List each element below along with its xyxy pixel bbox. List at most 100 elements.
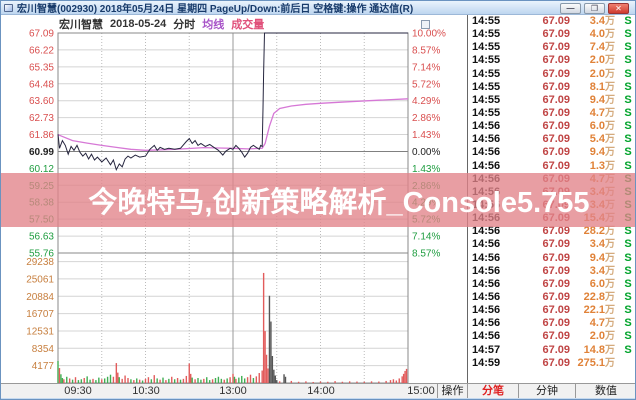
tick-volume: 3.4 bbox=[589, 15, 605, 28]
tick-price: 67.09 bbox=[542, 277, 570, 290]
tick-time: 14:56 bbox=[472, 251, 501, 264]
tick-volume: 28.2 bbox=[583, 225, 605, 238]
tick-volume: 7.4 bbox=[589, 41, 605, 54]
tick-volume: 2.0 bbox=[589, 67, 605, 80]
chart-date: 2018-05-24 bbox=[110, 17, 167, 30]
ticker-row[interactable]: 14:56 67.09 6.0 万 S bbox=[468, 277, 635, 291]
svg-text:25061: 25061 bbox=[26, 274, 54, 285]
tick-volume: 2.0 bbox=[589, 54, 605, 67]
minimize-button[interactable]: — bbox=[560, 3, 581, 14]
tick-price: 67.09 bbox=[542, 41, 570, 54]
ticker-row[interactable]: 14:55 67.09 9.4 万 S bbox=[468, 93, 635, 107]
window-titlebar[interactable]: 宏川智慧(002930) 2018年05月24日 星期四 PageUp/Down… bbox=[1, 1, 635, 15]
restore-button[interactable]: ❐ bbox=[584, 3, 605, 14]
ticker-row[interactable]: 14:59 67.09 275.1 万 bbox=[468, 356, 635, 370]
tick-volume-unit: 万 bbox=[605, 147, 615, 159]
tick-volume-unit: 万 bbox=[605, 318, 615, 330]
svg-text:7.14%: 7.14% bbox=[412, 62, 440, 73]
ticker-row[interactable]: 14:55 67.09 8.1 万 S bbox=[468, 80, 635, 94]
tick-volume-unit: 万 bbox=[605, 29, 615, 41]
tick-side-flag: S bbox=[624, 277, 632, 290]
tick-side-flag: S bbox=[624, 41, 632, 54]
chart-corner-icon[interactable] bbox=[421, 20, 430, 29]
tick-side-flag: S bbox=[624, 264, 632, 277]
ticker-row[interactable]: 14:56 67.09 9.4 万 S bbox=[468, 251, 635, 265]
ticker-row[interactable]: 14:56 67.09 6.0 万 S bbox=[468, 120, 635, 133]
tick-price: 67.09 bbox=[542, 133, 570, 146]
ticker-row[interactable]: 14:56 67.09 9.4 万 S bbox=[468, 146, 635, 159]
svg-text:66.22: 66.22 bbox=[29, 45, 54, 56]
ticker-row[interactable]: 14:56 67.09 5.4 万 S bbox=[468, 133, 635, 146]
tick-price: 67.09 bbox=[542, 146, 570, 159]
close-button[interactable]: ✕ bbox=[608, 3, 629, 14]
svg-text:4177: 4177 bbox=[32, 361, 55, 372]
tick-side-flag: S bbox=[624, 15, 632, 28]
tick-side-flag: S bbox=[624, 54, 632, 67]
ticker-row[interactable]: 14:56 67.09 28.2 万 S bbox=[468, 225, 635, 238]
tick-side-flag: S bbox=[624, 343, 632, 356]
svg-text:1.43%: 1.43% bbox=[412, 164, 440, 175]
tab-fenzhong[interactable]: 分钟 bbox=[518, 384, 575, 399]
tick-side-flag: S bbox=[624, 251, 632, 264]
ticker-row[interactable]: 14:55 67.09 7.4 万 S bbox=[468, 41, 635, 54]
tick-price: 67.09 bbox=[542, 67, 570, 80]
tick-volume-unit: 万 bbox=[605, 81, 615, 93]
tick-price: 67.09 bbox=[542, 317, 570, 330]
tick-volume: 3.4 bbox=[589, 264, 605, 277]
tab-caozuo[interactable]: 操作 bbox=[437, 384, 467, 399]
tick-volume-unit: 万 bbox=[605, 160, 615, 172]
promo-banner[interactable]: 今晚特马,创新策略解析_Console5.755 bbox=[1, 173, 635, 227]
window-title: 宏川智慧(002930) 2018年05月24日 星期四 PageUp/Down… bbox=[17, 4, 414, 15]
ticker-row[interactable]: 14:57 67.09 14.8 万 S bbox=[468, 343, 635, 357]
ticker-row[interactable]: 14:55 67.09 3.4 万 S bbox=[468, 15, 635, 28]
tick-volume-unit: 万 bbox=[605, 292, 615, 304]
tick-volume-unit: 万 bbox=[605, 108, 615, 120]
avg-line-label[interactable]: 均线 bbox=[202, 18, 225, 31]
tick-side-flag: S bbox=[624, 133, 632, 146]
tick-time: 14:56 bbox=[472, 317, 501, 330]
svg-text:61.86: 61.86 bbox=[29, 130, 54, 141]
time-axis-label: 15:00 bbox=[407, 385, 435, 397]
tick-volume: 6.0 bbox=[589, 120, 605, 133]
tick-volume-unit: 万 bbox=[605, 55, 615, 67]
tick-volume: 1.3 bbox=[589, 159, 605, 172]
svg-text:8.57%: 8.57% bbox=[412, 45, 440, 56]
tick-volume: 8.1 bbox=[589, 80, 605, 93]
time-axis-label: 13:00 bbox=[219, 385, 247, 397]
tick-volume: 3.4 bbox=[589, 238, 605, 251]
tick-time: 14:56 bbox=[472, 133, 501, 146]
svg-text:55.76: 55.76 bbox=[29, 249, 54, 260]
tick-volume-unit: 万 bbox=[605, 357, 615, 369]
tick-volume-unit: 万 bbox=[605, 278, 615, 290]
ticker-row[interactable]: 14:56 67.09 22.1 万 S bbox=[468, 304, 635, 317]
ticker-row[interactable]: 14:55 67.09 4.7 万 S bbox=[468, 107, 635, 120]
tick-side-flag: S bbox=[624, 93, 632, 106]
ticker-row[interactable]: 14:56 67.09 2.0 万 S bbox=[468, 330, 635, 343]
ticker-row[interactable]: 14:55 67.09 2.0 万 S bbox=[468, 67, 635, 81]
svg-text:60.99: 60.99 bbox=[29, 147, 54, 158]
period-label[interactable]: 分时 bbox=[173, 18, 196, 31]
ticker-row[interactable]: 14:55 67.09 4.0 万 S bbox=[468, 28, 635, 41]
tick-volume: 4.7 bbox=[589, 317, 605, 330]
svg-text:5.72%: 5.72% bbox=[412, 79, 440, 90]
tick-side-flag: S bbox=[624, 304, 632, 317]
tick-volume-unit: 万 bbox=[605, 305, 615, 317]
bottom-bar: 09:30 10:30 13:00 14:00 15:00 操作 分笔 分钟 数值 bbox=[1, 383, 635, 399]
tab-shuzhi[interactable]: 数值 bbox=[575, 384, 635, 399]
intraday-chart[interactable]: 67.09 10.00% 66.22 8.57% 65.35 7.14% 64.48 5.72… bbox=[1, 15, 467, 383]
tick-volume-unit: 万 bbox=[605, 42, 615, 54]
ticker-row[interactable]: 14:56 67.09 1.3 万 S bbox=[468, 159, 635, 173]
tick-side-flag: S bbox=[624, 120, 632, 133]
tick-time: 14:55 bbox=[472, 93, 501, 106]
tick-price: 67.09 bbox=[542, 356, 570, 369]
tick-volume-unit: 万 bbox=[605, 16, 615, 28]
volume-label[interactable]: 成交量 bbox=[231, 18, 265, 31]
ticker-row[interactable]: 14:56 67.09 22.8 万 S bbox=[468, 291, 635, 304]
tab-fenbi[interactable]: 分笔 bbox=[467, 384, 518, 399]
ticker-row[interactable]: 14:55 67.09 2.0 万 S bbox=[468, 54, 635, 67]
svg-text:1.43%: 1.43% bbox=[412, 130, 440, 141]
